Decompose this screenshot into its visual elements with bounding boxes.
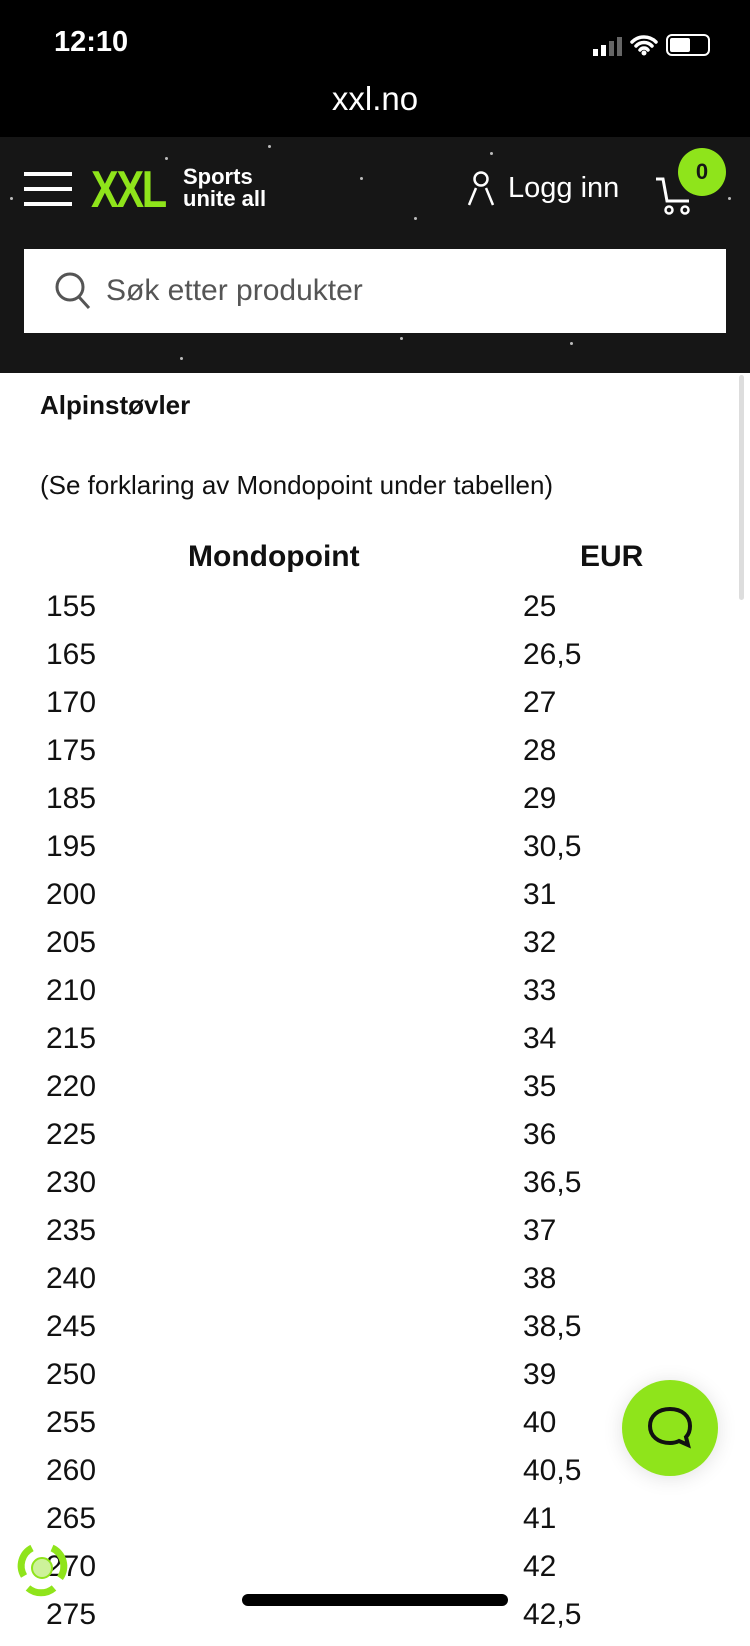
mondopoint-cell: 185: [46, 782, 97, 815]
mondopoint-cell: 265: [46, 1502, 97, 1535]
table-row: 175 28: [0, 734, 750, 782]
status-icons: [593, 34, 710, 56]
mondopoint-cell: 235: [46, 1214, 97, 1247]
login-button[interactable]: Logg inn: [466, 170, 619, 206]
clock: 12:10: [54, 26, 129, 58]
wifi-icon: [630, 35, 658, 56]
url-bar[interactable]: xxl.no: [331, 80, 419, 117]
mondopoint-cell: 175: [46, 734, 97, 767]
mondopoint-cell: 225: [46, 1118, 97, 1151]
mondopoint-cell: 210: [46, 974, 97, 1007]
eur-cell: 41: [523, 1502, 557, 1535]
table-row: 215 34: [0, 1022, 750, 1070]
eur-cell: 29: [523, 782, 557, 815]
table-row: 165 26,5: [0, 638, 750, 686]
cart-icon[interactable]: [654, 176, 698, 216]
eur-cell: 30,5: [523, 830, 582, 863]
eur-cell: 38: [523, 1262, 557, 1295]
table-row: 170 27: [0, 686, 750, 734]
eur-cell: 25: [523, 590, 557, 623]
mondopoint-cell: 220: [46, 1070, 97, 1103]
mondopoint-cell: 270: [46, 1550, 97, 1583]
recycle-badge-icon[interactable]: [14, 1538, 70, 1598]
table-row: 155 25: [0, 590, 750, 638]
eur-cell: 33: [523, 974, 557, 1007]
table-row: 230 36,5: [0, 1166, 750, 1214]
eur-cell: 37: [523, 1214, 557, 1247]
mondopoint-cell: 255: [46, 1406, 97, 1439]
table-row: 210 33: [0, 974, 750, 1022]
table-row: 185 29: [0, 782, 750, 830]
hamburger-menu-icon[interactable]: [24, 172, 72, 206]
eur-cell: 38,5: [523, 1310, 582, 1343]
chat-bubble-icon: [647, 1406, 693, 1449]
table-row: 220 35: [0, 1070, 750, 1118]
tagline-line-2: unite all: [183, 186, 267, 211]
mondopoint-cell: 260: [46, 1454, 97, 1487]
mondopoint-cell: 200: [46, 878, 97, 911]
column-header-eur: EUR: [580, 540, 644, 573]
search-bar[interactable]: [24, 249, 726, 333]
mondopoint-cell: 245: [46, 1310, 97, 1343]
eur-cell: 42,5: [523, 1598, 582, 1631]
cart-count-badge: 0: [678, 148, 726, 196]
mondopoint-cell: 230: [46, 1166, 97, 1199]
eur-cell: 36,5: [523, 1166, 582, 1199]
eur-cell: 39: [523, 1358, 557, 1391]
mondopoint-cell: 215: [46, 1022, 97, 1055]
home-indicator[interactable]: [242, 1594, 508, 1606]
column-header-mondopoint: Mondopoint: [188, 540, 360, 573]
eur-cell: 28: [523, 734, 557, 767]
eur-cell: 27: [523, 686, 557, 719]
table-note: (Se forklaring av Mondopoint under tabel…: [40, 470, 554, 500]
table-row: 255 40: [0, 1406, 750, 1454]
signal-icon: [593, 37, 622, 56]
table-row: 235 37: [0, 1214, 750, 1262]
table-row: 205 32: [0, 926, 750, 974]
mondopoint-cell: 170: [46, 686, 97, 719]
table-row: 225 36: [0, 1118, 750, 1166]
page-title: Alpinstøvler: [40, 390, 191, 420]
chat-button[interactable]: [622, 1380, 718, 1476]
eur-cell: 36: [523, 1118, 557, 1151]
eur-cell: 26,5: [523, 638, 582, 671]
table-row: 260 40,5: [0, 1454, 750, 1502]
login-label: Logg inn: [508, 171, 620, 204]
search-icon: [55, 272, 91, 310]
mondopoint-cell: 275: [46, 1598, 97, 1631]
table-row: 245 38,5: [0, 1310, 750, 1358]
table-row: 240 38: [0, 1262, 750, 1310]
status-bar: 12:10 xxl.no: [0, 0, 750, 140]
table-row: 250 39: [0, 1358, 750, 1406]
eur-cell: 32: [523, 926, 557, 959]
eur-cell: 40,5: [523, 1454, 582, 1487]
user-icon: [467, 171, 495, 206]
logo-tagline: Sports unite all: [183, 166, 266, 210]
mondopoint-cell: 165: [46, 638, 97, 671]
scrollbar[interactable]: [739, 375, 744, 600]
table-row: 195 30,5: [0, 830, 750, 878]
tagline-line-1: Sports: [183, 164, 253, 189]
mondopoint-cell: 155: [46, 590, 97, 623]
eur-cell: 31: [523, 878, 557, 911]
table-row: 265 41: [0, 1502, 750, 1550]
battery-icon: [666, 34, 710, 56]
eur-cell: 42: [523, 1550, 557, 1583]
mondopoint-cell: 250: [46, 1358, 97, 1391]
mondopoint-cell: 240: [46, 1262, 97, 1295]
table-row: 200 31: [0, 878, 750, 926]
mondopoint-cell: 195: [46, 830, 97, 863]
eur-cell: 40: [523, 1406, 557, 1439]
eur-cell: 34: [523, 1022, 557, 1055]
mondopoint-cell: 205: [46, 926, 97, 959]
logo[interactable]: XXL: [91, 161, 167, 219]
eur-cell: 35: [523, 1070, 557, 1103]
table-row: 270 42: [0, 1550, 750, 1598]
search-input[interactable]: [106, 274, 666, 308]
